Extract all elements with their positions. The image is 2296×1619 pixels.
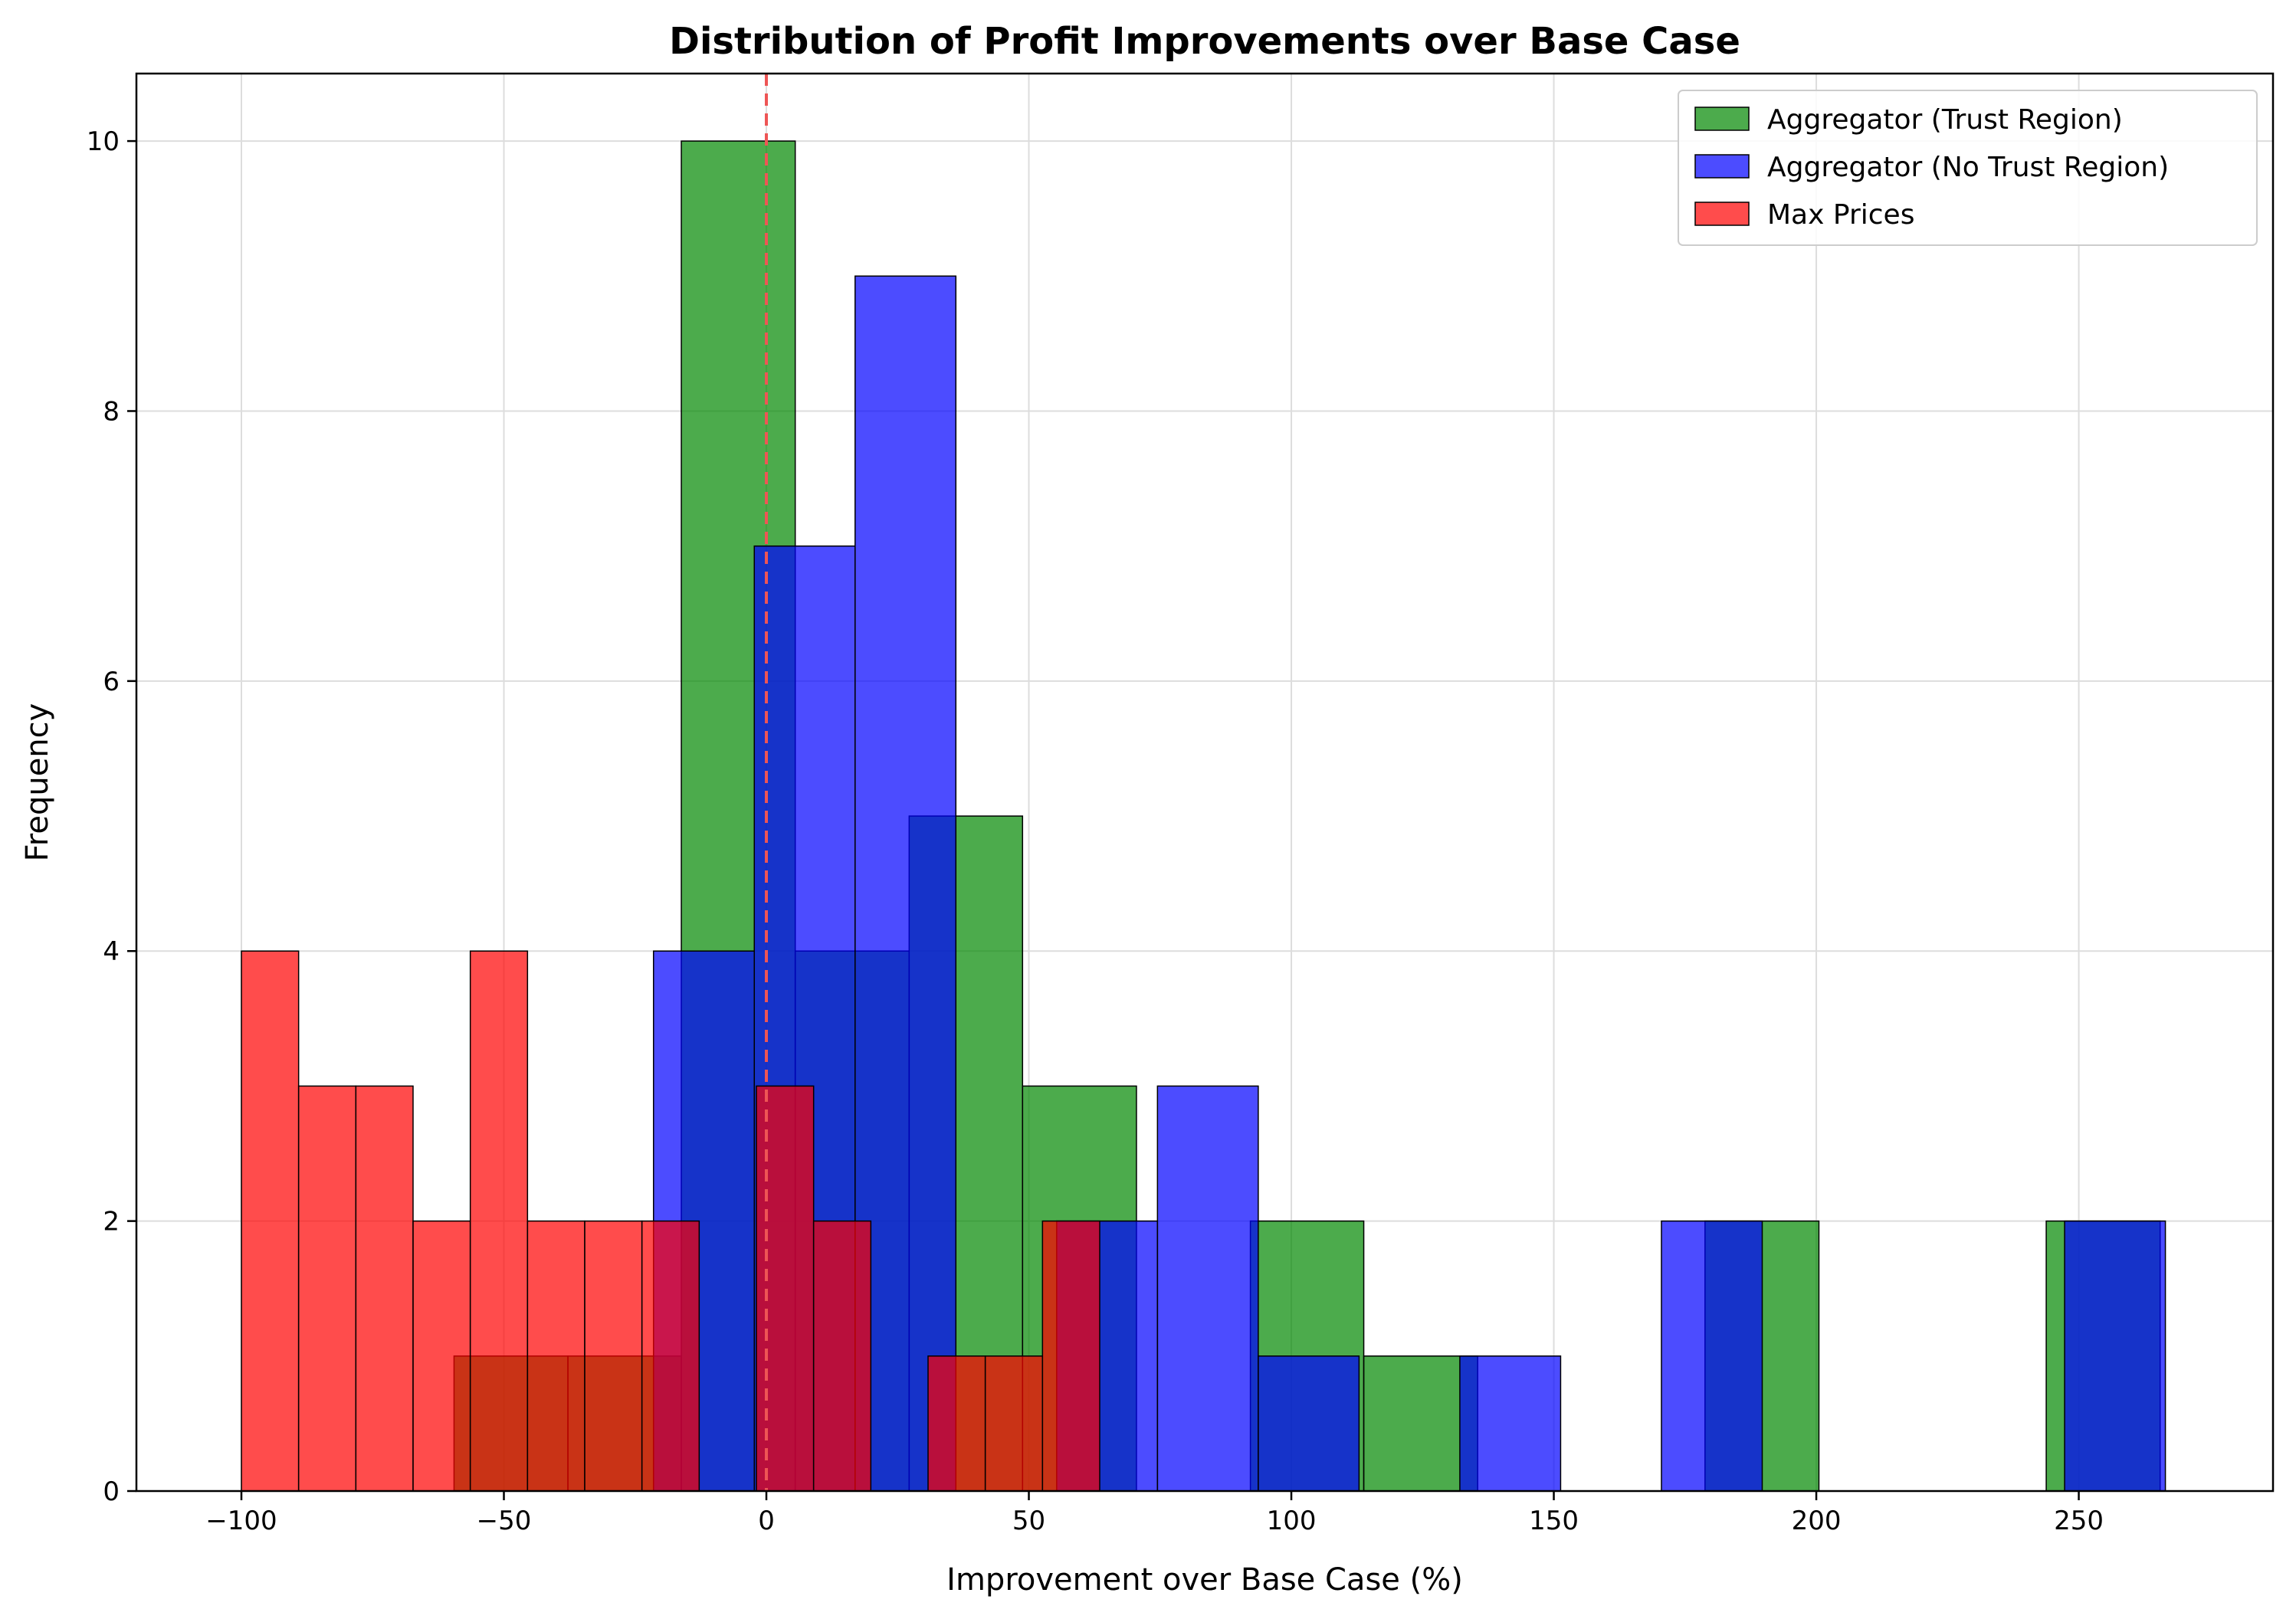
histogram-bar (984, 1355, 1044, 1492)
histogram-bar (641, 1220, 700, 1492)
x-tick-label: 200 (1792, 1506, 1842, 1536)
x-axis-title: Improvement over Base Case (%) (946, 1562, 1463, 1598)
x-tick-label: −100 (205, 1506, 277, 1536)
histogram-bar (1041, 1220, 1100, 1492)
histogram-bar (812, 1220, 872, 1492)
histogram-bar (854, 275, 957, 1492)
legend-swatch (1694, 154, 1750, 179)
histogram-bar (1363, 1355, 1478, 1492)
histogram-bar (526, 1220, 585, 1492)
legend-label: Aggregator (Trust Region) (1767, 104, 2123, 136)
histogram-bar (1661, 1220, 1763, 1492)
x-tick-label: 0 (758, 1506, 775, 1536)
histogram-bar (1156, 1085, 1259, 1492)
x-tick-label: 150 (1529, 1506, 1579, 1536)
histogram-bars (241, 140, 2166, 1492)
y-tick-label: 2 (103, 1207, 120, 1237)
legend: Aggregator (Trust Region) Aggregator (No … (1678, 90, 2258, 246)
y-axis-ticks: 0 2 4 6 8 10 (87, 126, 136, 1507)
y-axis-title: Frequency (20, 703, 55, 862)
histogram-bar (584, 1220, 643, 1492)
x-tick-label: 50 (1012, 1506, 1045, 1536)
legend-swatch (1694, 107, 1750, 131)
histogram-bar (412, 1220, 471, 1492)
histogram-bar (1459, 1355, 1562, 1492)
x-tick-label: 250 (2054, 1506, 2104, 1536)
y-tick-label: 6 (103, 667, 120, 697)
y-tick-label: 0 (103, 1476, 120, 1507)
y-tick-label: 8 (103, 396, 120, 427)
chart-title: Distribution of Profit Improvements over… (669, 20, 1740, 63)
histogram-bar (927, 1355, 986, 1492)
legend-swatch (1694, 202, 1750, 226)
legend-box (1678, 90, 2258, 246)
histogram-bar (241, 950, 300, 1492)
legend-label: Max Prices (1767, 199, 1914, 231)
x-tick-label: −50 (477, 1506, 532, 1536)
histogram-bar (469, 950, 529, 1492)
histogram-bar (355, 1085, 414, 1492)
histogram-bar (297, 1085, 357, 1492)
plot-frame (135, 72, 2275, 1493)
y-tick-label: 4 (103, 936, 120, 967)
histogram-bar (2064, 1220, 2166, 1492)
legend-label: Aggregator (No Trust Region) (1767, 152, 2169, 183)
x-tick-label: 100 (1267, 1506, 1317, 1536)
y-tick-label: 10 (87, 126, 120, 157)
histogram-bar (1258, 1355, 1360, 1492)
x-axis-ticks: −100 −50 0 50 100 150 200 250 (205, 1491, 2104, 1536)
